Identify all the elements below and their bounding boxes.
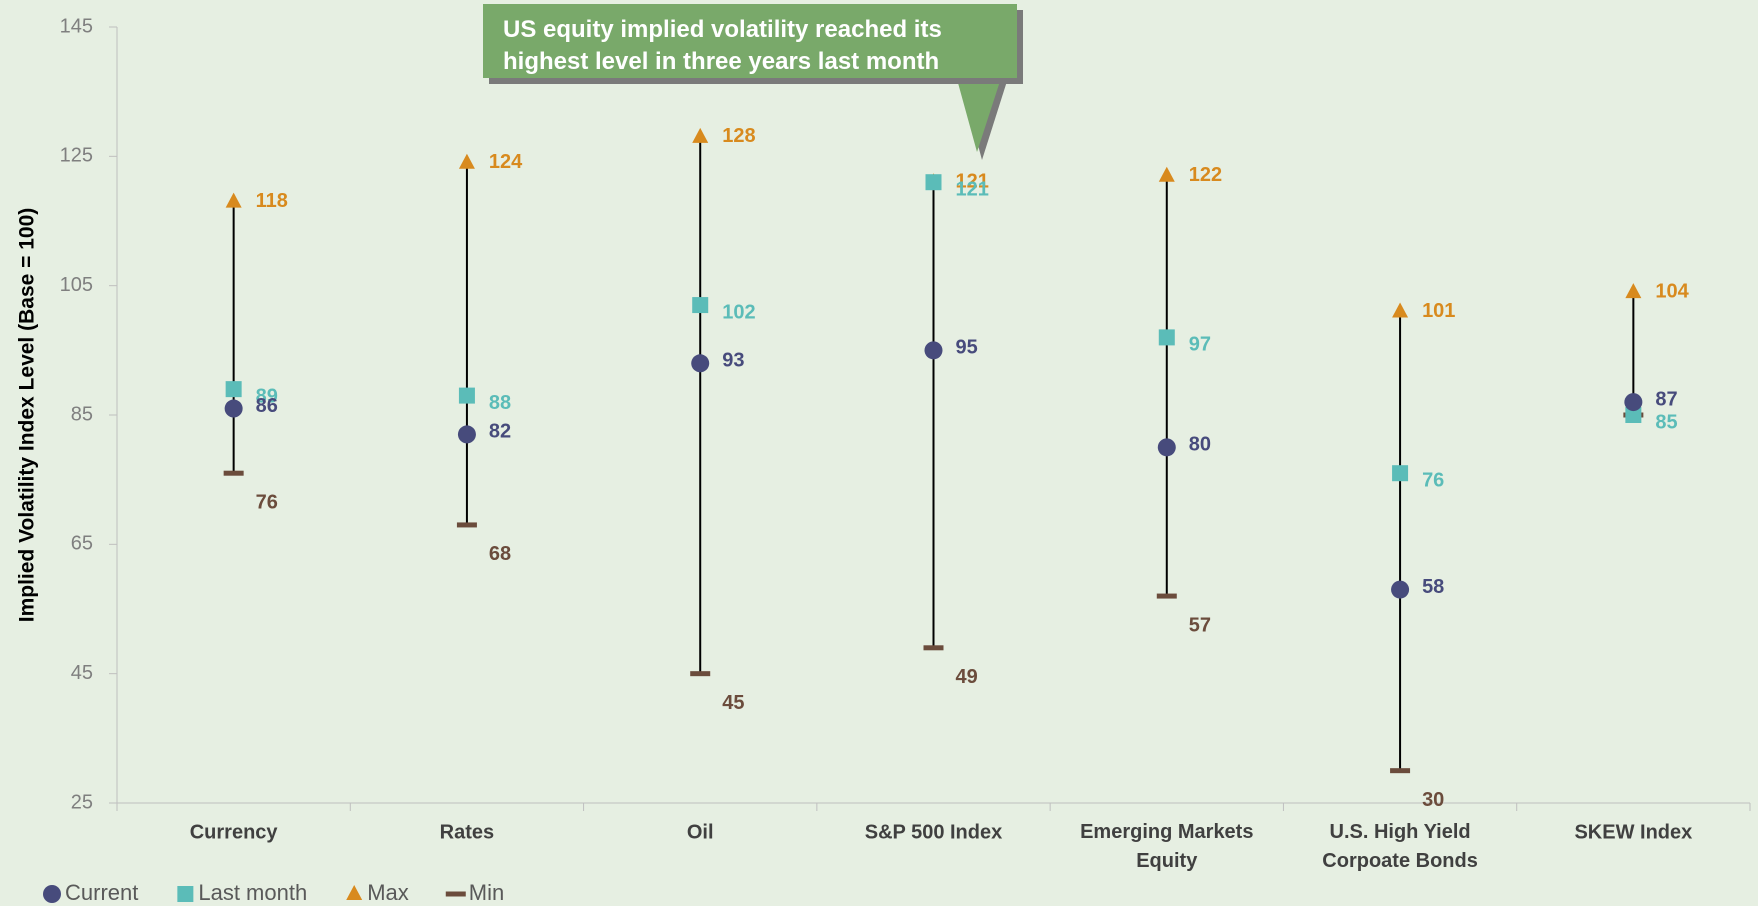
data-label: 93 — [722, 350, 744, 372]
marker — [925, 174, 942, 191]
marker — [1158, 329, 1175, 346]
callout: US equity implied volatility reached its… — [483, 4, 1017, 78]
data-label: 121 — [956, 170, 989, 192]
data-label: 121 — [956, 178, 989, 200]
marker — [457, 425, 476, 444]
data-label: 49 — [956, 666, 978, 688]
marker — [1158, 166, 1175, 182]
y-tick-label: 25 — [71, 791, 93, 813]
callout-pointer — [955, 72, 1003, 152]
marker — [1156, 593, 1177, 599]
marker — [690, 671, 711, 677]
data-label: 58 — [1422, 576, 1444, 598]
marker — [691, 354, 710, 373]
marker — [1625, 407, 1642, 423]
data-label: 76 — [1422, 469, 1444, 491]
data-label: 97 — [1189, 334, 1211, 356]
data-label: 122 — [1189, 164, 1222, 186]
x-tick-label: U.S. High Yield Corpoate Bonds — [1322, 821, 1478, 872]
marker — [1390, 768, 1411, 774]
marker — [1157, 438, 1176, 457]
marker — [346, 885, 363, 900]
data-label: 45 — [722, 692, 744, 714]
data-label: 57 — [1189, 614, 1211, 636]
legend-label: Current — [65, 880, 138, 905]
data-label: 76 — [256, 491, 278, 513]
data-label: 68 — [489, 543, 511, 565]
data-label: 87 — [1655, 388, 1677, 410]
x-tick-label: SKEW Index — [1574, 821, 1692, 843]
marker — [458, 153, 475, 169]
legend-label: Last month — [198, 880, 307, 905]
marker — [924, 341, 943, 360]
marker — [1624, 393, 1643, 412]
data-label: 85 — [1655, 411, 1677, 433]
data-label: 86 — [256, 395, 278, 417]
data-label: 95 — [956, 337, 978, 359]
y-tick-label: 145 — [60, 15, 93, 37]
marker — [1392, 465, 1409, 482]
data-label: 80 — [1189, 434, 1211, 456]
data-label: 30 — [1422, 789, 1444, 811]
data-label: 82 — [489, 421, 511, 443]
data-label: 88 — [489, 392, 511, 414]
y-tick-label: 105 — [60, 274, 93, 296]
marker — [692, 127, 709, 143]
marker — [456, 522, 477, 528]
x-tick-label: Oil — [687, 821, 714, 843]
marker — [1391, 580, 1410, 599]
data-label: 124 — [489, 151, 523, 173]
legend-label: Min — [469, 880, 504, 905]
data-label: 101 — [1422, 300, 1455, 322]
marker — [223, 470, 244, 476]
data-label: 102 — [722, 301, 755, 323]
marker — [225, 192, 242, 208]
y-axis-title: Implied Volatility Index Level (Base = 1… — [16, 208, 39, 623]
x-tick-label: Emerging Markets Equity — [1080, 821, 1253, 872]
y-tick-label: 65 — [71, 533, 93, 555]
data-label: 118 — [256, 190, 288, 212]
marker — [1625, 283, 1642, 299]
x-tick-label: S&P 500 Index — [865, 821, 1002, 843]
marker — [923, 645, 944, 651]
data-label: 128 — [722, 125, 755, 147]
data-label: 89 — [256, 385, 278, 407]
marker — [1392, 302, 1409, 318]
legend-label: Max — [367, 880, 409, 905]
marker — [225, 381, 242, 398]
marker — [177, 886, 194, 902]
y-tick-label: 45 — [71, 662, 93, 684]
x-tick-label: Rates — [440, 821, 494, 843]
y-tick-label: 125 — [60, 145, 93, 167]
marker — [445, 891, 466, 897]
y-tick-label: 85 — [71, 403, 93, 425]
marker — [224, 399, 243, 418]
x-tick-label: Currency — [190, 821, 279, 843]
marker — [458, 387, 475, 404]
marker — [43, 885, 61, 903]
marker — [692, 297, 709, 314]
data-label: 104 — [1655, 280, 1689, 302]
